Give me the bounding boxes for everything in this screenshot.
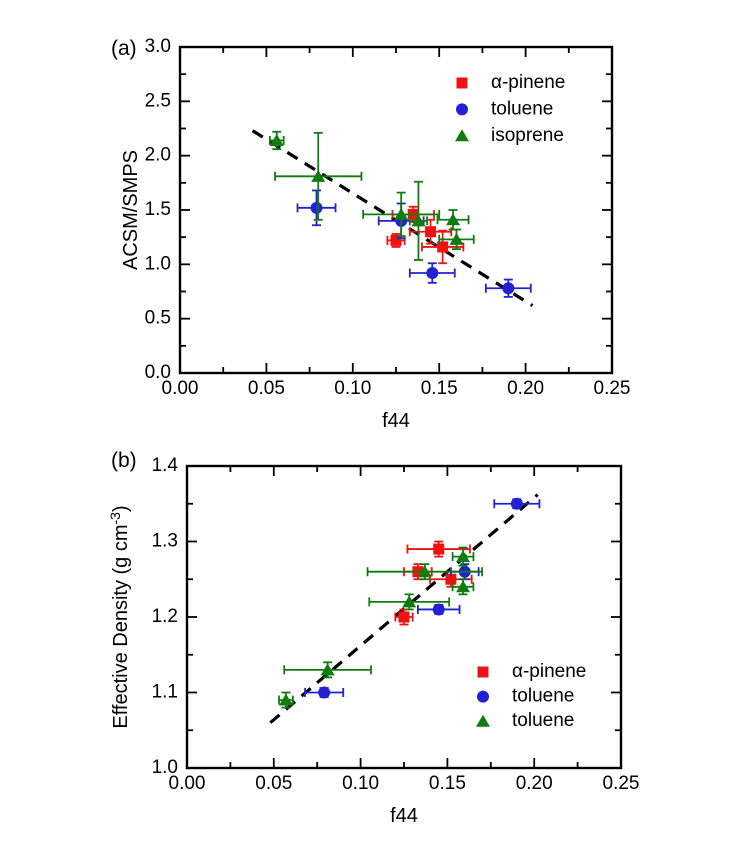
panel-b-legend-label: toluene — [512, 686, 574, 707]
panel-a-point-alpha_pinene — [425, 226, 437, 238]
panel-a-legend-label: toluene — [491, 98, 553, 119]
panel-a-y-tick-label: 1.0 — [145, 253, 171, 274]
panel-b-point-alpha_pinene — [398, 611, 410, 623]
panel-b-y-tick-label: 1.2 — [152, 606, 178, 627]
panel-a-point-isoprene — [311, 169, 326, 182]
panel-b-point-toluene — [510, 497, 523, 510]
panel-b-legend-marker-circle — [477, 690, 489, 703]
panel-a-x-tick-label: 0.10 — [334, 378, 371, 399]
panel-b-x-tick-label: 0.25 — [603, 773, 640, 794]
panel-a-y-axis-label: ACSM/SMPS — [120, 150, 142, 270]
panel-a-y-tick-label: 3.0 — [145, 36, 171, 57]
panel-b-legend-marker-triangle — [476, 714, 490, 727]
panel-a-point-isoprene — [446, 213, 461, 226]
panel-a-x-tick-label: 0.25 — [594, 378, 631, 399]
panel-b-x-axis-label: f44 — [390, 805, 418, 827]
panel-a-legend-label: isoprene — [491, 125, 564, 146]
panel-a-label: (a) — [111, 37, 137, 60]
panel-a-point-isoprene — [449, 232, 464, 245]
panel-a-point-isoprene — [269, 133, 284, 146]
panel-b-y-tick-label: 1.1 — [152, 682, 178, 703]
panel-a-point-toluene — [502, 282, 515, 295]
panel-b-point-isoprene — [402, 595, 417, 608]
panel-b-point-toluene — [432, 603, 445, 616]
panel-a-x-tick-label: 0.15 — [421, 378, 458, 399]
panel-a-y-tick-label: 2.0 — [145, 145, 171, 166]
panel-a-legend-marker-square — [456, 77, 468, 89]
panel-a-y-tick-label: 1.5 — [145, 199, 171, 220]
panel-b-point-alpha_pinene — [445, 573, 457, 585]
panel-b-x-tick-label: 0.15 — [429, 773, 466, 794]
panel-b-point-toluene — [318, 686, 331, 699]
panel-a-x-tick-label: 0.05 — [248, 378, 285, 399]
panel-a-point-alpha_pinene — [437, 241, 449, 253]
panel-a-point-isoprene — [394, 207, 409, 220]
panel-a-y-tick-label: 0.5 — [145, 308, 171, 329]
panel-b-y-tick-label: 1.3 — [152, 531, 178, 552]
panel-b-point-alpha_pinene — [433, 543, 445, 555]
panel-a-x-tick-label: 0.00 — [162, 378, 199, 399]
panel-b-point-isoprene — [417, 565, 432, 578]
panel-b-y-tick-label: 1.4 — [152, 455, 179, 476]
panel-a-y-tick-label: 2.5 — [145, 90, 171, 111]
panel-a-point-alpha_pinene — [390, 234, 402, 246]
panel-a-legend-label: α-pinene — [491, 72, 565, 93]
panel-b-point-isoprene — [456, 550, 471, 563]
panel-b-x-tick-label: 0.05 — [255, 773, 292, 794]
panel-b-point-isoprene — [456, 580, 471, 593]
panel-b-legend-marker-square — [477, 666, 489, 678]
panel-b-x-tick-label: 0.10 — [342, 773, 379, 794]
panel-b-point-isoprene — [320, 663, 335, 676]
panel-a-point-toluene — [426, 267, 439, 280]
panel-a-point-toluene — [310, 201, 323, 214]
panel-b-y-tick-label: 1.0 — [152, 757, 178, 778]
panel-b-point-isoprene — [278, 693, 293, 706]
panel-b-label: (b) — [111, 449, 137, 472]
panel-b-legend-label: toluene — [512, 710, 574, 731]
panel-b-y-axis-label: Effective Density (g cm-3) — [107, 505, 132, 728]
panel-a-legend-marker-circle — [456, 103, 468, 116]
panel-a-frame — [178, 45, 614, 375]
panel-b-x-tick-label: 0.20 — [516, 773, 553, 794]
panel-a-x-tick-label: 0.20 — [507, 378, 544, 399]
panel-a-point-isoprene — [411, 214, 426, 227]
panel-b-legend-label: α-pinene — [512, 661, 586, 682]
panel-a-legend-marker-triangle — [455, 129, 469, 142]
panel-a-y-tick-label: 0.0 — [145, 362, 171, 383]
panel-b-x-tick-label: 0.00 — [169, 773, 206, 794]
panel-a-x-axis-label: f44 — [382, 410, 410, 432]
